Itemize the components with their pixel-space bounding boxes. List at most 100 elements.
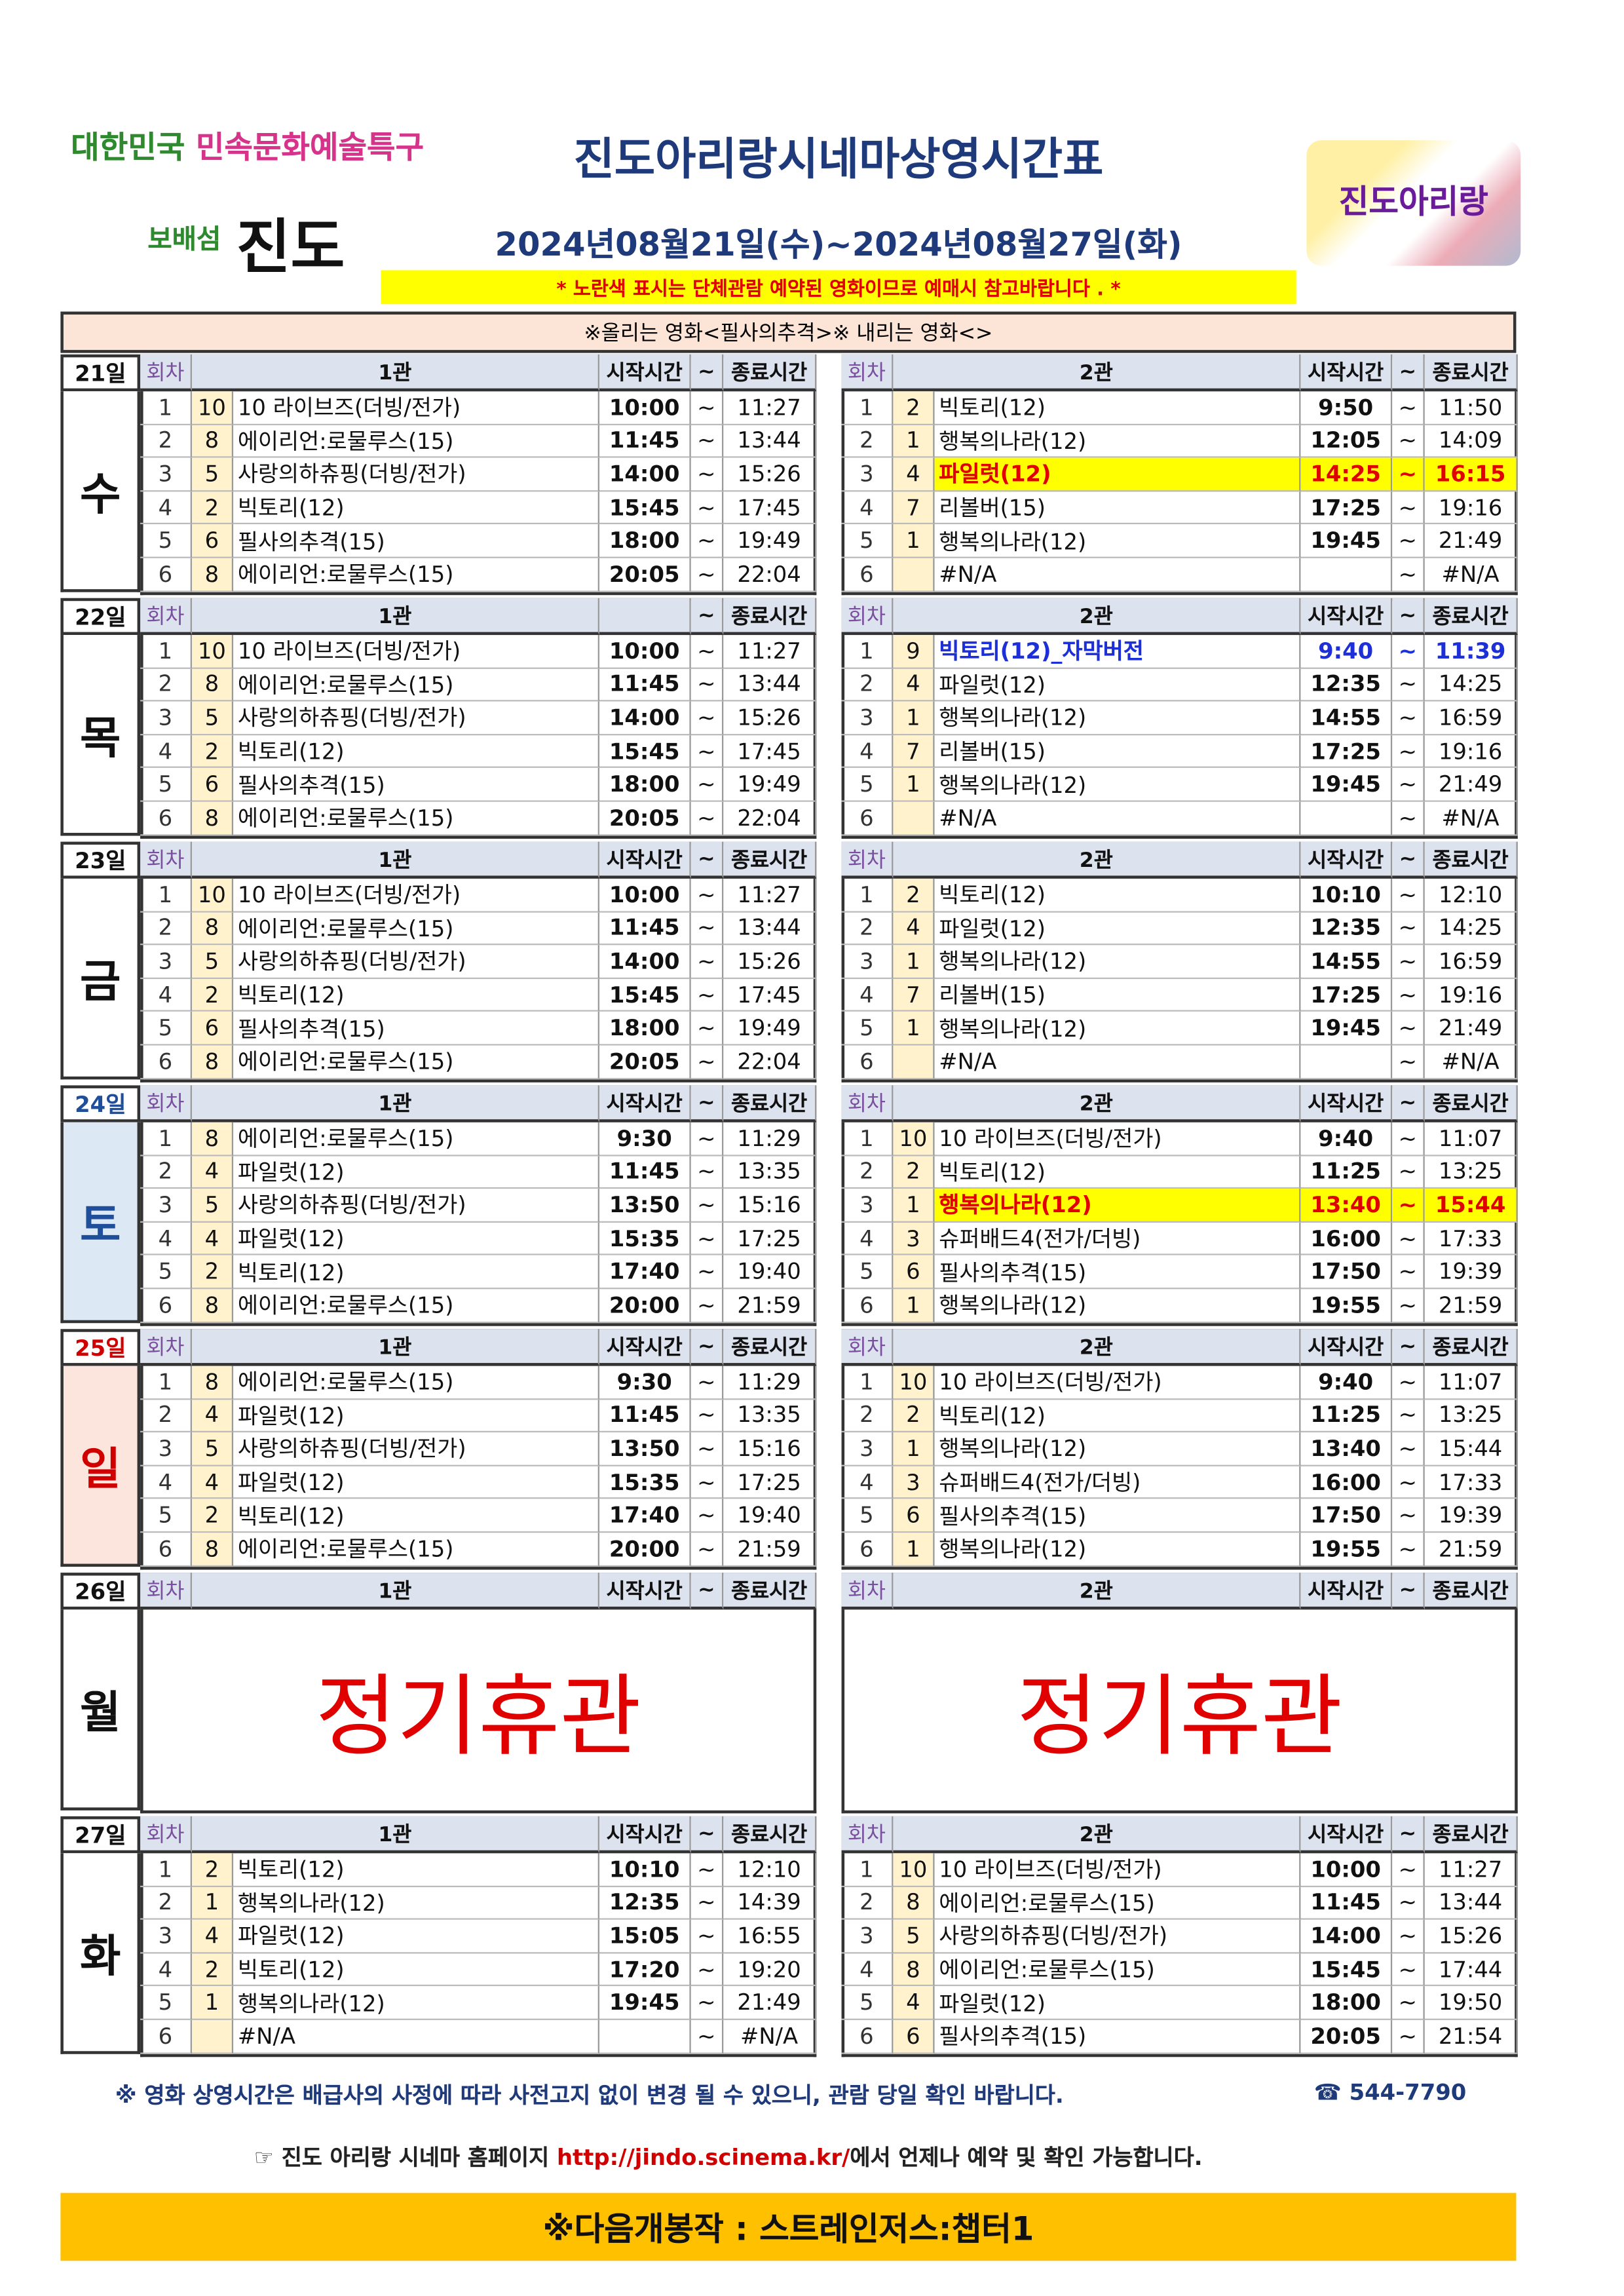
cell-start: 10:10 bbox=[599, 1853, 691, 1887]
cell-tilde: ~ bbox=[1392, 668, 1425, 702]
cell-start: 20:00 bbox=[599, 1533, 691, 1567]
header-end: 종료시간 bbox=[723, 354, 817, 392]
cell-start: 13:40 bbox=[1300, 1432, 1393, 1466]
footer-note: ※ 영화 상영시간은 배급사의 사정에 따라 사전고지 없이 변경 될 수 있으… bbox=[115, 2082, 1064, 2109]
cell-end: 13:44 bbox=[723, 668, 817, 702]
cell-code: 2 bbox=[893, 1155, 935, 1189]
cell-round: 1 bbox=[841, 1853, 894, 1887]
cell-title: #N/A bbox=[934, 1045, 1301, 1079]
cell-round: 4 bbox=[841, 1466, 894, 1500]
cell-title: 파일럿(12) bbox=[934, 1986, 1301, 2020]
cell-code: 6 bbox=[893, 2019, 935, 2054]
cell-tilde: ~ bbox=[690, 1045, 724, 1079]
cell-end: 21:59 bbox=[1424, 1533, 1518, 1567]
cell-title: #N/A bbox=[233, 2019, 599, 2054]
cell-end: 22:04 bbox=[723, 801, 817, 835]
cell-end: 21:59 bbox=[723, 1289, 817, 1323]
cell-end: 13:25 bbox=[1424, 1399, 1518, 1433]
header-tilde: ~ bbox=[690, 1085, 724, 1122]
cell-code: 1 bbox=[893, 1012, 935, 1046]
link[interactable]: http://jindo.scinema.kr/ bbox=[556, 2144, 850, 2171]
cell-code bbox=[893, 1045, 935, 1079]
cell-start bbox=[599, 2019, 691, 2054]
cell-start: 20:05 bbox=[599, 801, 691, 835]
cell-tilde: ~ bbox=[1392, 558, 1425, 592]
header-end: 종료시간 bbox=[1424, 354, 1518, 392]
cell-round: 5 bbox=[841, 1255, 894, 1290]
cell-tilde: ~ bbox=[690, 978, 724, 1012]
round-header: 회차 bbox=[841, 1573, 894, 1610]
cell-end: 22:04 bbox=[723, 558, 817, 592]
cell-title: 리볼버(15) bbox=[934, 735, 1301, 769]
header-start: 시작시간 bbox=[599, 1329, 691, 1366]
cell-end: 19:40 bbox=[723, 1255, 817, 1290]
cell-end: 15:26 bbox=[723, 701, 817, 735]
logo-left-main: 진도 bbox=[236, 212, 345, 282]
date-range: 2024년08월21일(수)~2024년08월27일(화) bbox=[495, 227, 1182, 265]
hall-body bbox=[140, 1853, 817, 2057]
cell-tilde: ~ bbox=[1392, 768, 1425, 802]
cell-round: 6 bbox=[841, 558, 894, 592]
cell-tilde: ~ bbox=[690, 1366, 724, 1400]
day-label: 24일 bbox=[60, 1085, 141, 1122]
cell-end: 14:25 bbox=[1424, 668, 1518, 702]
header-tilde: ~ bbox=[690, 1573, 724, 1610]
cell-end: 17:33 bbox=[1424, 1466, 1518, 1500]
cell-start: 13:50 bbox=[599, 1432, 691, 1466]
cell-code: 8 bbox=[191, 1289, 234, 1323]
header-tilde: ~ bbox=[1392, 1816, 1425, 1854]
cell-title: 에이리언:로물루스(15) bbox=[233, 558, 599, 592]
cell-start: 12:35 bbox=[1300, 911, 1393, 946]
weekday: 수 bbox=[60, 391, 141, 592]
cell-round: 5 bbox=[140, 1499, 192, 1533]
cell-round: 3 bbox=[841, 701, 894, 735]
cell-code: 2 bbox=[191, 1499, 234, 1533]
cell-title: 파일럿(12) bbox=[233, 1222, 599, 1256]
cell-code: 10 bbox=[893, 1853, 935, 1887]
header-tilde: ~ bbox=[690, 598, 724, 636]
round-header: 회차 bbox=[841, 1085, 894, 1122]
cell-title: 에이리언:로물루스(15) bbox=[233, 1366, 599, 1400]
cell-start: 20:05 bbox=[1300, 2019, 1393, 2054]
cell-code: 1 bbox=[893, 701, 935, 735]
cell-tilde: ~ bbox=[1392, 1399, 1425, 1433]
hall-name: 2관 bbox=[893, 1573, 1301, 1610]
cell-start: 20:00 bbox=[599, 1289, 691, 1323]
cell-round: 1 bbox=[841, 391, 894, 425]
logo-text: 대한민국 bbox=[71, 130, 185, 166]
header-end: 종료시간 bbox=[1424, 1573, 1518, 1610]
cell-end: 21:59 bbox=[723, 1533, 817, 1567]
hall-body bbox=[140, 1366, 817, 1569]
cell-round: 5 bbox=[841, 524, 894, 558]
cell-end: 15:16 bbox=[723, 1432, 817, 1466]
cell-tilde: ~ bbox=[1392, 701, 1425, 735]
cell-code bbox=[893, 558, 935, 592]
cell-code: 6 bbox=[893, 1499, 935, 1533]
cell-title: 필사의추격(15) bbox=[233, 524, 599, 558]
cell-tilde: ~ bbox=[1392, 1886, 1425, 1921]
cell-code: 2 bbox=[191, 491, 234, 525]
cell-title: #N/A bbox=[934, 801, 1301, 835]
cell-end: 19:39 bbox=[1424, 1499, 1518, 1533]
header-start: 시작시간 bbox=[599, 1573, 691, 1610]
cell-tilde: ~ bbox=[1392, 1012, 1425, 1046]
cell-tilde: ~ bbox=[1392, 491, 1425, 525]
cell-start: 9:40 bbox=[1300, 635, 1393, 668]
cell-title: 행복의나라(12) bbox=[934, 524, 1301, 558]
cell-code: 2 bbox=[893, 391, 935, 425]
cell-round: 2 bbox=[140, 911, 192, 946]
cell-round: 6 bbox=[841, 2019, 894, 2054]
cell-tilde: ~ bbox=[1392, 1122, 1425, 1156]
cell-start: 15:35 bbox=[599, 1222, 691, 1256]
cell-tilde: ~ bbox=[690, 2019, 724, 2054]
cell-title: 필사의추격(15) bbox=[934, 1499, 1301, 1533]
cell-code: 8 bbox=[191, 668, 234, 702]
cell-title: 빅토리(12)_자막버전 bbox=[934, 635, 1301, 668]
cell-tilde: ~ bbox=[1392, 1189, 1425, 1223]
cell-round: 5 bbox=[841, 1499, 894, 1533]
cell-end: 15:44 bbox=[1424, 1432, 1518, 1466]
cell-title: 빅토리(12) bbox=[934, 878, 1301, 912]
cell-start: 12:05 bbox=[1300, 425, 1393, 459]
hall-name: 1관 bbox=[191, 1573, 599, 1610]
weekday: 토 bbox=[60, 1122, 141, 1323]
